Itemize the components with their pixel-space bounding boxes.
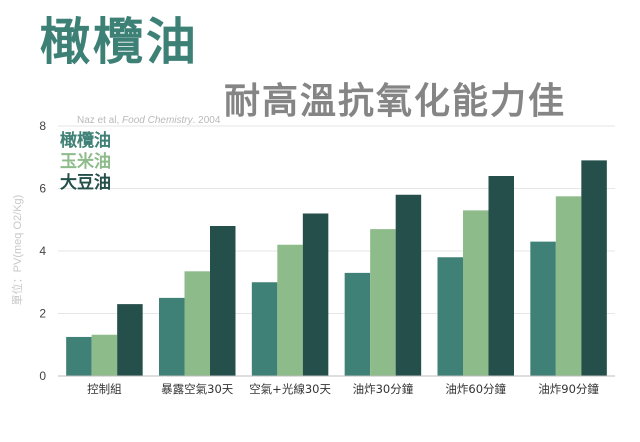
bar	[530, 241, 556, 376]
page-subtitle: 耐高溫抗氧化能力佳	[224, 81, 567, 122]
bar	[251, 282, 278, 376]
y-tick-label: 6	[39, 182, 46, 196]
x-axis-categories: 控制組 暴露空氣30天 空氣+光線30天 油炸30分鐘 油炸60分鐘 油炸90分鐘	[87, 382, 599, 396]
bar	[277, 244, 303, 376]
bar	[210, 226, 236, 376]
bar	[302, 213, 329, 376]
bar	[184, 271, 210, 376]
bars	[66, 160, 607, 376]
legend-item-corn-oil: 玉米油	[60, 151, 111, 172]
page-title: 橄欖油	[40, 13, 199, 71]
x-category-label: 油炸60分鐘	[445, 382, 506, 396]
x-category-label: 暴露空氣30天	[161, 382, 234, 396]
legend: 橄欖油 玉米油 大豆油	[60, 130, 111, 193]
bar	[463, 210, 489, 376]
y-tick-label: 8	[39, 119, 46, 133]
bar	[66, 336, 92, 376]
y-axis-label: 單位：PV(meq O2/Kg)	[10, 195, 24, 306]
bar	[395, 194, 422, 376]
bar	[488, 176, 514, 376]
bar	[437, 257, 463, 376]
y-tick-label: 4	[39, 244, 46, 258]
x-category-label: 油炸30分鐘	[353, 382, 414, 396]
source-note-prefix: Naz et al,	[77, 115, 122, 126]
source-note-journal: Food Chemistry	[122, 115, 194, 126]
bar	[344, 272, 371, 376]
y-tick-label: 2	[39, 307, 46, 321]
x-category-label: 空氣+光線30天	[249, 382, 331, 396]
legend-item-soybean-oil: 大豆油	[60, 172, 111, 193]
source-note: Naz et al, Food Chemistry. 2004	[77, 115, 221, 126]
bar	[370, 229, 396, 376]
bar	[581, 160, 607, 376]
x-category-label: 油炸90分鐘	[538, 382, 599, 396]
bar	[159, 297, 185, 376]
source-note-suffix: . 2004	[193, 115, 221, 126]
gridlines	[58, 125, 615, 314]
x-category-label: 控制組	[87, 382, 122, 396]
bar	[91, 334, 118, 376]
y-tick-label: 0	[39, 369, 46, 383]
legend-item-olive-oil: 橄欖油	[60, 130, 111, 151]
bar	[555, 196, 582, 376]
y-axis-ticks: 0 2 4 6 8	[39, 119, 46, 383]
bar	[117, 304, 143, 376]
